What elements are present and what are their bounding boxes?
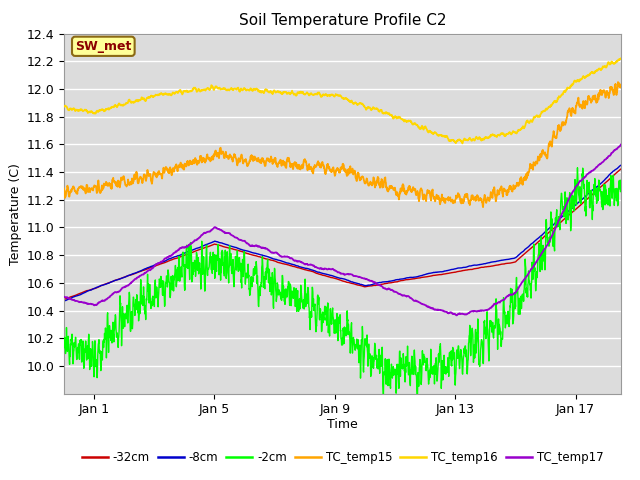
Title: Soil Temperature Profile C2: Soil Temperature Profile C2 <box>239 13 446 28</box>
Legend: -32cm, -8cm, -2cm, TC_temp15, TC_temp16, TC_temp17: -32cm, -8cm, -2cm, TC_temp15, TC_temp16,… <box>77 446 608 469</box>
X-axis label: Time: Time <box>327 418 358 431</box>
Y-axis label: Temperature (C): Temperature (C) <box>9 163 22 264</box>
Text: SW_met: SW_met <box>75 40 131 53</box>
